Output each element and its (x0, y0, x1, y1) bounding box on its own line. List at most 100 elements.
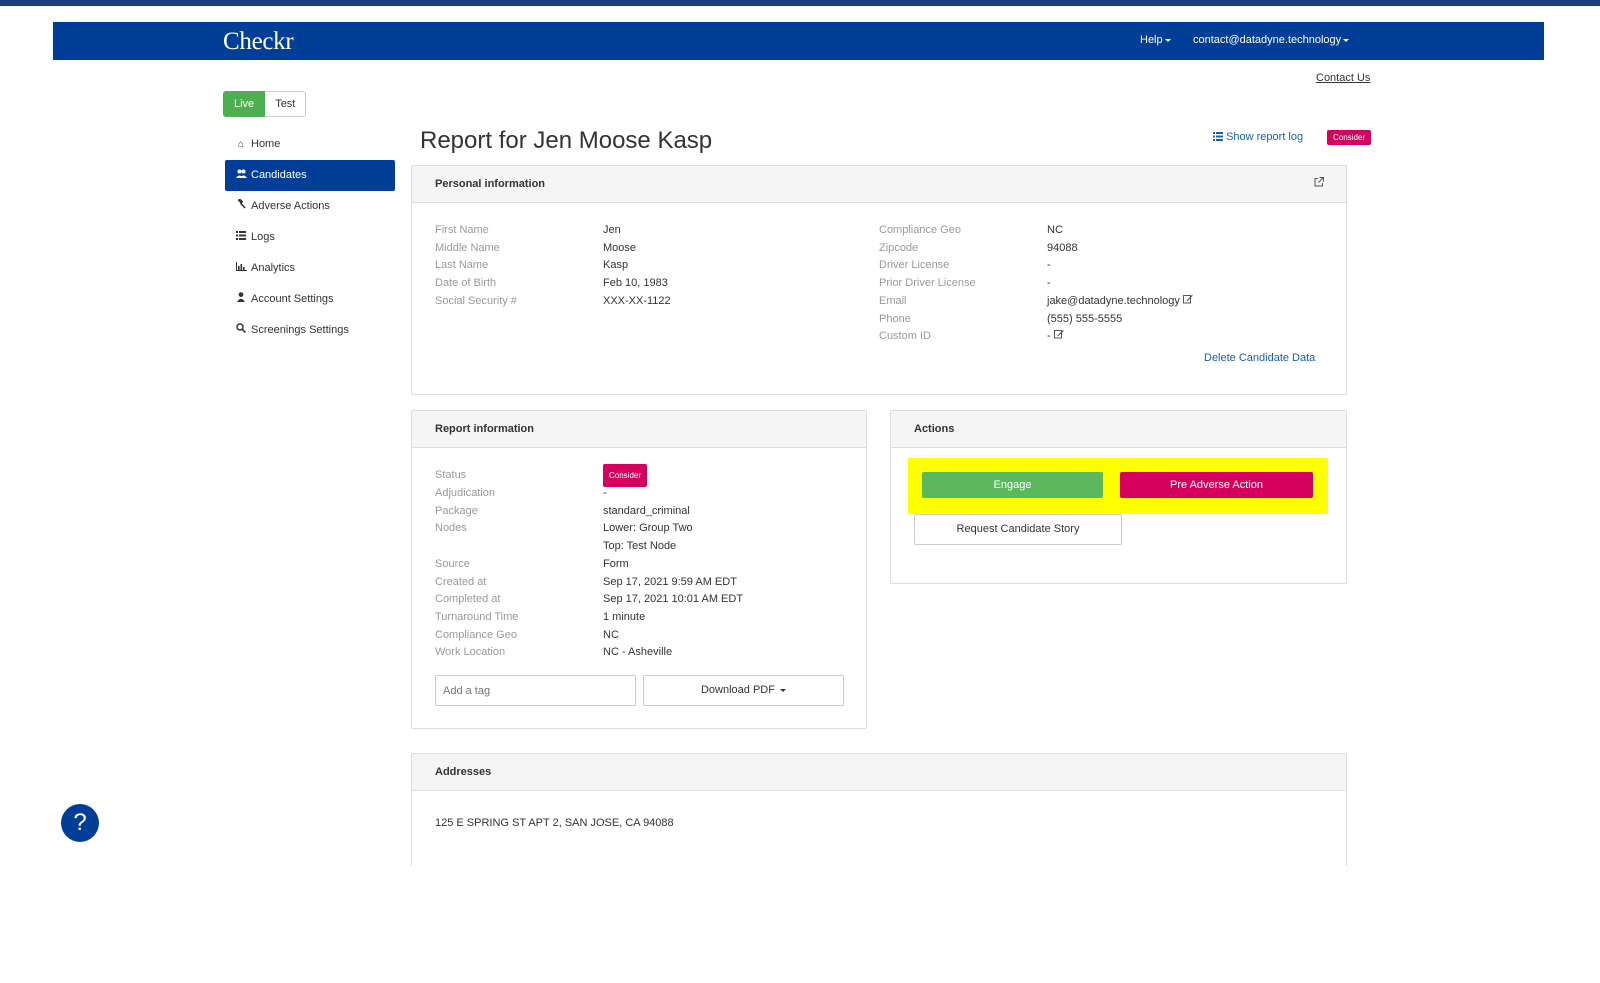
show-report-log-link[interactable]: Show report log (1213, 131, 1303, 143)
personal-right-fields: Compliance Geo NC Zipcode 94088 Driver Lic… (879, 222, 1193, 346)
panel-heading: Personal information (412, 166, 1346, 203)
panel-heading: Report information (412, 411, 866, 448)
external-link-icon[interactable] (1314, 177, 1324, 187)
field-label: Status (435, 468, 467, 481)
bar-chart-icon (235, 253, 247, 284)
field-row: Turnaround Time 1 minute (435, 609, 743, 627)
users-icon (235, 160, 247, 191)
field-value: - (1047, 259, 1051, 272)
search-icon (235, 315, 247, 346)
help-question-icon[interactable]: ? (61, 804, 99, 842)
field-row: First Name Jen (435, 222, 671, 240)
personal-information-panel: Personal information First Name Jen Middl… (411, 165, 1347, 395)
sidebar-item-logs[interactable]: Logs (225, 222, 395, 253)
field-value: NC (1047, 224, 1063, 236)
page-title: Report for Jen Moose Kasp (420, 127, 713, 154)
field-value: Kasp (603, 259, 629, 272)
request-candidate-story-button[interactable]: Request Candidate Story (914, 514, 1122, 545)
field-label: Created at (435, 575, 487, 588)
list-icon (235, 222, 247, 253)
test-toggle-button[interactable]: Test (265, 91, 307, 117)
edit-icon[interactable] (1182, 294, 1193, 304)
sidebar-item-label: Candidates (251, 169, 307, 181)
field-row: Middle Name Moose (435, 240, 671, 258)
field-row: Zipcode 94088 (879, 240, 1193, 258)
sidebar-item-candidates[interactable]: Candidates (225, 160, 395, 191)
live-toggle-button[interactable]: Live (223, 91, 266, 117)
report-fields: Status Consider Adjudication - Package stan… (435, 463, 743, 662)
field-value: Sep 17, 2021 9:59 AM EDT (603, 575, 737, 588)
help-menu-label: Help (1140, 34, 1163, 46)
panel-heading-label: Addresses (435, 766, 492, 778)
field-row: Email jake@datadyne.technology (879, 293, 1193, 311)
sidebar-item-screenings-settings[interactable]: Screenings Settings (225, 315, 395, 346)
sidebar-item-label: Screenings Settings (251, 324, 349, 336)
chevron-down-icon (1343, 38, 1350, 42)
download-pdf-button[interactable]: Download PDF (643, 675, 844, 706)
field-label: Email (879, 294, 907, 307)
field-row: Package standard_criminal (435, 503, 743, 521)
field-label: Phone (879, 312, 911, 325)
field-label: Turnaround Time (435, 610, 519, 623)
field-row: Compliance Geo NC (435, 627, 743, 645)
show-report-log-label: Show report log (1226, 131, 1304, 143)
field-value: - (1047, 277, 1051, 290)
field-value: Top: Test Node (603, 540, 677, 553)
field-value: standard_criminal (603, 504, 690, 517)
field-label: Source (435, 557, 470, 570)
help-menu[interactable]: Help (1140, 34, 1171, 46)
field-row: Nodes Lower: Group Two (435, 520, 743, 538)
field-label: Adjudication (435, 487, 495, 499)
chevron-down-icon (1164, 38, 1171, 42)
actions-panel: Actions Engage Pre Adverse Action Reques… (890, 410, 1347, 584)
edit-icon[interactable] (1053, 329, 1064, 339)
browser-viewport: Checkr Help contact@datadyne.technology … (53, 22, 1544, 866)
personal-left-fields: First Name Jen Middle Name Moose Last Name… (435, 222, 671, 311)
sidebar-item-adverse-actions[interactable]: Adverse Actions (225, 191, 395, 222)
panel-heading: Actions (891, 411, 1346, 448)
field-row: Created at Sep 17, 2021 9:59 AM EDT (435, 574, 743, 592)
field-label: Custom ID (879, 330, 931, 343)
account-menu[interactable]: contact@datadyne.technology (1193, 34, 1350, 46)
sidebar-item-home[interactable]: ⌂ Home (225, 129, 395, 160)
pre-adverse-action-button[interactable]: Pre Adverse Action (1120, 472, 1313, 498)
download-pdf-label: Download PDF (700, 684, 775, 696)
field-label: Zipcode (879, 241, 919, 254)
field-row: Date of Birth Feb 10, 1983 (435, 275, 671, 293)
delete-candidate-data-link[interactable]: Delete Candidate Data (1204, 352, 1316, 364)
top-navbar: Checkr Help contact@datadyne.technology (53, 22, 1544, 60)
field-value: - (1047, 328, 1064, 346)
field-row: Last Name Kasp (435, 257, 671, 275)
contact-us-link[interactable]: Contact Us (1316, 72, 1371, 84)
field-value: 94088 (1047, 241, 1078, 254)
add-tag-input[interactable] (435, 675, 636, 706)
status-badge: Consider (1327, 130, 1372, 145)
field-row: Phone (555) 555-5555 (879, 311, 1193, 329)
field-row: Completed at Sep 17, 2021 10:01 AM EDT (435, 591, 743, 609)
list-icon (1213, 131, 1226, 143)
field-value: Sep 17, 2021 10:01 AM EDT (603, 593, 744, 606)
field-row: Prior Driver License - (879, 275, 1193, 293)
environment-toggle: Live Test (223, 91, 307, 117)
email-value: jake@datadyne.technology (1047, 294, 1180, 307)
sidebar-item-label: Analytics (251, 262, 296, 274)
field-row: Custom ID - (879, 328, 1193, 346)
sidebar-item-label: Logs (251, 231, 275, 243)
field-label: Completed at (435, 593, 501, 606)
user-icon (235, 284, 247, 315)
field-value: (555) 555-5555 (1047, 312, 1123, 325)
field-label (435, 538, 603, 556)
sidebar-item-account-settings[interactable]: Account Settings (225, 284, 395, 315)
sidebar-item-label: Adverse Actions (251, 200, 330, 212)
field-value: NC (603, 628, 619, 641)
field-row: Adjudication - (435, 485, 743, 503)
field-row: Compliance Geo NC (879, 222, 1193, 240)
report-information-panel: Report information Status Consider Adjudi… (411, 410, 867, 729)
sidebar-item-analytics[interactable]: Analytics (225, 253, 395, 284)
panel-heading-label: Actions (914, 423, 955, 435)
engage-button[interactable]: Engage (922, 472, 1103, 498)
field-label: Last Name (435, 259, 489, 272)
checkr-logo[interactable]: Checkr (223, 28, 294, 55)
panel-heading-label: Personal information (435, 178, 546, 190)
field-label: Nodes (435, 522, 467, 535)
